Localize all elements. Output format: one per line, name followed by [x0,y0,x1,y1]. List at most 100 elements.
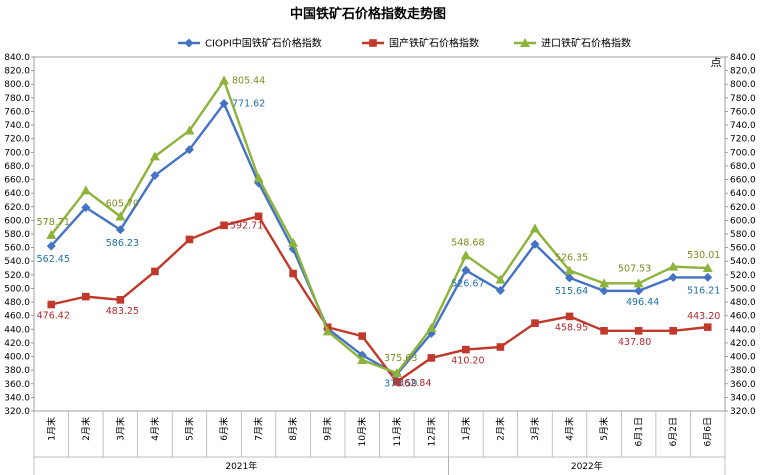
right-tick-label: 460.0 [730,312,756,322]
x-tick-label: 4月末 [149,417,161,441]
left-tick-label: 320.0 [4,407,30,417]
x-tick-label: 9月末 [322,417,334,441]
triangle-marker [702,263,713,273]
axes: 320.0 320.0 340.0 340.0 360.0 360.0 380.0 380.0… [4,53,756,475]
triangle-marker [219,75,230,85]
diamond-marker [495,286,505,296]
square-marker [565,312,574,321]
triangle-marker [633,278,644,288]
data-label: 771.62 [232,99,265,110]
diamond-marker [565,273,575,283]
square-marker [358,332,367,340]
diamond-marker [599,286,609,296]
data-label: 496.44 [626,297,659,308]
series-line [51,215,708,384]
left-tick-label: 360.0 [4,380,30,390]
diamond-marker [46,241,56,251]
x-tick-label: 2月末 [494,417,506,441]
diamond-marker [219,99,229,109]
triangle-marker [495,274,506,284]
left-tick-label: 440.0 [4,325,30,335]
data-label: 548.68 [451,237,484,248]
x-tick-label: 6月末 [218,417,230,441]
legend: CIOPI中国铁矿石价格指数 国产铁矿石价格指数 进口铁矿石价格指数 [178,37,631,50]
right-tick-label: 480.0 [730,298,756,308]
left-tick-label: 700.0 [4,148,30,158]
data-label: 458.95 [555,322,588,333]
data-label: 515.64 [555,286,588,297]
data-label: 507.53 [618,263,651,274]
x-tick-label: 6月6日 [703,417,714,446]
left-tick-label: 560.0 [4,244,30,254]
data-label: 375.63 [384,353,417,364]
square-marker [369,39,377,47]
right-tick-label: 500.0 [730,284,756,294]
chart-title: 中国铁矿石价格指数走势图 [290,6,446,22]
right-tick-label: 420.0 [730,339,756,349]
triangle-marker [288,237,299,247]
triangle-marker [115,211,126,221]
data-label: 476.42 [37,311,70,322]
x-tick-label: 1月末 [45,417,57,441]
square-marker [669,327,677,335]
diamond-marker [115,225,125,235]
square-marker [47,300,56,309]
left-tick-label: 820.0 [4,67,30,77]
right-tick-label: 520.0 [730,271,756,281]
triangle-marker [564,265,575,275]
data-label: 805.44 [232,76,265,87]
data-label: 605.70 [106,199,139,210]
left-tick-label: 500.0 [4,284,30,294]
diamond-marker [634,286,644,296]
square-marker [462,345,470,354]
diamond-marker [461,265,471,275]
right-tick-label: 320.0 [730,407,756,417]
triangle-marker [599,278,610,288]
legend-entry: 国产铁矿石价格指数 [389,37,479,50]
square-marker [116,296,125,304]
data-label: 586.23 [106,238,139,249]
square-marker [531,319,539,327]
data-label: 362.84 [398,378,431,389]
left-tick-label: 680.0 [4,162,30,172]
left-tick-label: 380.0 [4,366,30,376]
diamond-marker [184,38,194,48]
x-tick-label: 6月2日 [668,417,679,446]
x-tick-label: 1月末 [460,417,472,441]
data-label: 437.80 [618,337,651,348]
right-tick-label: 740.0 [730,121,756,131]
left-tick-label: 520.0 [4,271,30,281]
plot-area [46,75,713,386]
data-label: 526.67 [451,278,484,289]
square-marker [600,327,608,335]
square-marker [185,235,194,244]
left-tick-label: 460.0 [4,312,30,322]
square-marker [151,267,159,276]
triangle-marker [322,326,333,336]
series-line [50,79,708,375]
right-tick-label: 400.0 [730,353,756,363]
square-marker [82,292,90,301]
data-label: 530.01 [687,250,720,261]
x-tick-label: 10月末 [356,417,368,446]
triangle-marker [529,223,540,233]
year-label: 2022年 [571,460,603,472]
left-tick-label: 720.0 [4,135,30,145]
legend-entry: 进口铁矿石价格指数 [541,37,631,50]
data-label: 562.45 [37,254,70,265]
triangle-marker [184,125,195,135]
triangle-marker [253,173,264,183]
square-marker [496,343,505,351]
data-label: 578.71 [37,217,70,228]
right-tick-label: 620.0 [730,203,756,213]
square-marker [634,327,643,335]
diamond-marker [184,145,194,155]
data-label: 373.59 [384,379,417,390]
square-marker [289,269,297,278]
diamond-marker [530,239,540,249]
square-marker [220,221,228,230]
right-axis-unit: 点 [711,56,722,69]
right-tick-label: 700.0 [730,148,756,158]
right-tick-label: 440.0 [730,325,756,335]
data-label: 410.20 [451,356,484,367]
